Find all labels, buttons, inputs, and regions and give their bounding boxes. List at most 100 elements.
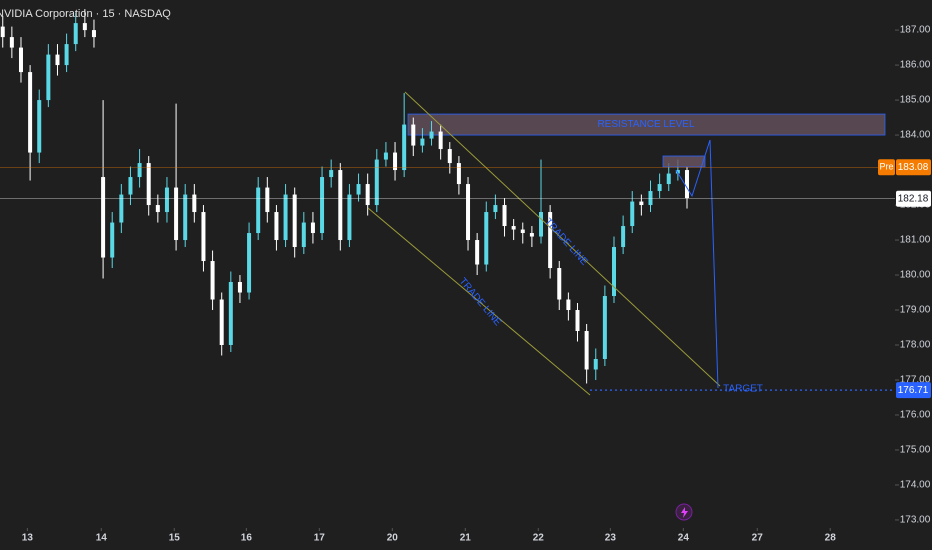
candle-body xyxy=(91,30,96,38)
candle-body xyxy=(119,194,124,223)
price-label-box xyxy=(896,190,931,207)
candle-body xyxy=(511,226,516,230)
y-tick-label: 177.00 xyxy=(900,375,931,386)
candle-body xyxy=(274,212,279,241)
candle-body xyxy=(539,212,544,237)
candle-body xyxy=(64,44,69,66)
event-icon-bolt xyxy=(681,507,688,518)
y-tick-label: 180.00 xyxy=(900,270,931,281)
candle-body xyxy=(174,187,179,241)
candle-body xyxy=(101,177,106,258)
x-tick-label: 17 xyxy=(314,533,326,544)
price-label: 183.08 xyxy=(898,162,929,173)
candle-body xyxy=(192,194,197,213)
candle-body xyxy=(46,54,51,101)
candle-body xyxy=(329,170,334,178)
x-tick-label: 15 xyxy=(169,533,181,544)
x-tick-label: 28 xyxy=(825,533,837,544)
y-tick-label: 184.00 xyxy=(900,130,931,141)
x-tick-label: 27 xyxy=(752,533,764,544)
x-tick-label: 22 xyxy=(533,533,545,544)
y-tick-label: 185.00 xyxy=(900,95,931,106)
x-tick-label: 20 xyxy=(387,533,399,544)
candle-body xyxy=(9,37,14,48)
candle-body xyxy=(393,152,398,171)
price-label-box xyxy=(896,382,931,399)
y-tick-label: 179.00 xyxy=(900,305,931,316)
x-tick-label: 23 xyxy=(605,533,617,544)
candle-body xyxy=(548,212,553,269)
y-tick-label: 187.00 xyxy=(900,25,931,36)
candle-body xyxy=(365,184,370,206)
candle-body xyxy=(110,222,115,258)
x-tick-label: 24 xyxy=(678,533,690,544)
candle-body xyxy=(183,194,188,241)
candle-body xyxy=(310,222,315,234)
trade-line xyxy=(404,91,721,387)
candle-body xyxy=(37,100,42,153)
candle-body xyxy=(630,201,635,227)
candle-body xyxy=(493,205,498,213)
candle-body xyxy=(347,194,352,241)
candle-body xyxy=(575,310,580,332)
resistance-zone xyxy=(407,113,886,136)
candle-body xyxy=(228,282,233,346)
candle-body xyxy=(18,47,23,73)
y-tick-label: 176.00 xyxy=(900,410,931,421)
candle-body xyxy=(219,299,224,346)
candle-body xyxy=(210,261,215,300)
candle-body xyxy=(593,358,598,370)
candle-body xyxy=(520,229,525,234)
y-tick-label: 175.00 xyxy=(900,445,931,456)
candle-body xyxy=(666,173,671,185)
candle-body xyxy=(438,131,443,150)
price-label: 182.18 xyxy=(898,193,929,204)
candle-body xyxy=(201,212,206,262)
candle-body xyxy=(566,299,571,311)
y-tick-label: 173.00 xyxy=(900,515,931,526)
candle-body xyxy=(484,212,489,265)
candle-body xyxy=(28,72,33,153)
candle-body xyxy=(155,205,160,213)
y-tick-label: 181.00 xyxy=(900,235,931,246)
candle-body xyxy=(529,233,534,237)
trade-line xyxy=(367,207,591,396)
candle-body xyxy=(146,163,151,206)
candle-body xyxy=(466,184,471,241)
candle-body xyxy=(256,187,261,234)
candle-body xyxy=(128,177,133,195)
candle-body xyxy=(402,124,407,171)
y-tick-label: 186.00 xyxy=(900,60,931,71)
candle-body xyxy=(621,226,626,248)
y-tick-label: 174.00 xyxy=(900,480,931,491)
candle-body xyxy=(301,222,306,248)
candle-body xyxy=(612,247,617,297)
resistance-label: RESISTANCE LEVEL xyxy=(597,119,695,130)
candle-body xyxy=(338,170,343,241)
x-tick-label: 21 xyxy=(460,533,472,544)
target-label: TARGET xyxy=(723,384,763,395)
candle-body xyxy=(0,26,5,38)
candle-body xyxy=(320,177,325,234)
candle-body xyxy=(447,149,452,164)
candle-body xyxy=(429,131,434,139)
candle-body xyxy=(82,23,87,31)
price-name: Pre xyxy=(879,162,893,172)
candle-body xyxy=(374,159,379,206)
candle-body xyxy=(557,268,562,300)
x-tick-label: 13 xyxy=(22,533,34,544)
candle-body xyxy=(684,170,689,199)
candle-body xyxy=(247,233,252,293)
candle-body xyxy=(283,194,288,241)
y-tick-label: 178.00 xyxy=(900,340,931,351)
price-label-box xyxy=(896,159,931,176)
candle-body xyxy=(356,184,361,195)
projection-path xyxy=(675,139,719,389)
candle-body xyxy=(292,194,297,248)
candle-body xyxy=(639,201,644,206)
candle-body xyxy=(164,187,169,213)
chart-title: NVIDIA Corporation · 15 · NASDAQ xyxy=(0,8,171,20)
